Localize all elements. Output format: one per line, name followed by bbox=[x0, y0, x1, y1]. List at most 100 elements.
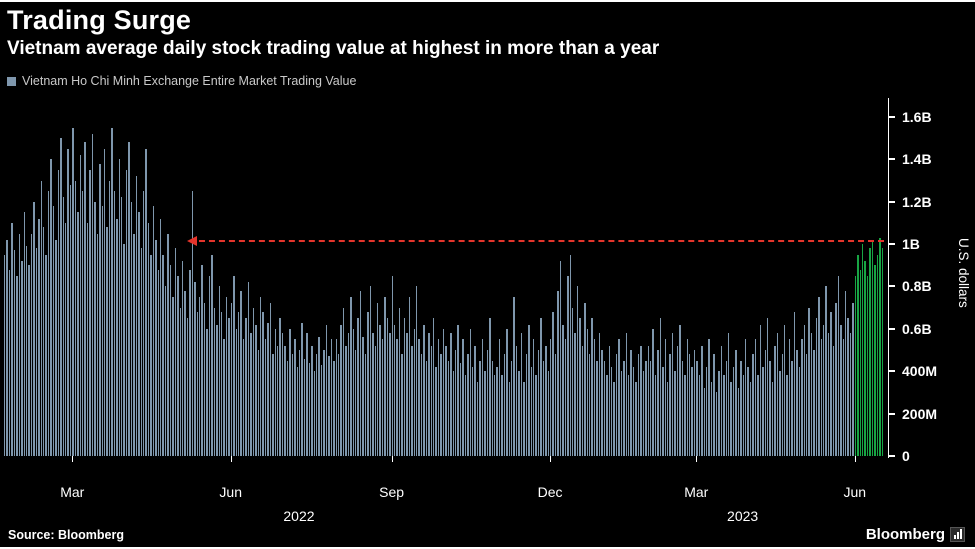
bar bbox=[116, 218, 118, 456]
bar bbox=[152, 205, 155, 456]
bar bbox=[747, 367, 749, 456]
bar bbox=[257, 350, 259, 456]
x-axis-month-label: Jun bbox=[219, 484, 242, 500]
bar bbox=[635, 381, 637, 456]
bar bbox=[776, 333, 779, 456]
bar bbox=[830, 311, 832, 456]
bar bbox=[701, 345, 703, 456]
bar bbox=[96, 233, 99, 456]
bar bbox=[852, 303, 854, 456]
bar bbox=[391, 275, 393, 456]
bar bbox=[133, 233, 135, 456]
bar bbox=[406, 333, 408, 456]
bar bbox=[82, 191, 84, 456]
bar bbox=[584, 303, 586, 456]
bar bbox=[801, 339, 803, 456]
bar bbox=[484, 371, 486, 456]
bar bbox=[111, 127, 113, 456]
x-axis-tick bbox=[391, 456, 393, 462]
bar bbox=[864, 261, 866, 456]
bar bbox=[625, 333, 627, 456]
bar bbox=[503, 354, 506, 456]
bar bbox=[418, 339, 420, 456]
bar bbox=[752, 354, 754, 456]
bar bbox=[693, 350, 696, 456]
bar bbox=[69, 184, 72, 456]
bar bbox=[30, 233, 33, 456]
bar bbox=[452, 371, 454, 456]
bar bbox=[569, 254, 571, 456]
bar bbox=[162, 254, 164, 456]
bar bbox=[784, 324, 786, 456]
bar bbox=[813, 350, 815, 456]
bar bbox=[713, 354, 715, 456]
bar bbox=[196, 311, 198, 456]
bar bbox=[62, 197, 64, 456]
y-axis-tick-label: 0.6B bbox=[902, 320, 932, 337]
bar bbox=[216, 324, 218, 456]
bar bbox=[67, 148, 69, 456]
bar bbox=[501, 375, 503, 456]
legend-label: Vietnam Ho Chi Minh Exchange Entire Mark… bbox=[22, 74, 357, 88]
bar bbox=[167, 233, 169, 456]
bar bbox=[403, 318, 406, 456]
bar bbox=[827, 333, 830, 456]
bar bbox=[147, 222, 150, 456]
bar bbox=[849, 333, 852, 456]
bar bbox=[211, 254, 213, 456]
bar bbox=[79, 155, 81, 456]
bar bbox=[364, 354, 367, 456]
y-axis-title: U.S. dollars bbox=[956, 238, 971, 308]
bar bbox=[515, 345, 518, 456]
bar bbox=[535, 375, 537, 456]
bar bbox=[233, 275, 235, 456]
bar bbox=[437, 339, 440, 456]
y-axis-tick bbox=[889, 455, 895, 457]
bar bbox=[345, 345, 347, 456]
bar bbox=[306, 333, 308, 456]
bar bbox=[710, 381, 713, 456]
bar bbox=[52, 205, 55, 456]
bar bbox=[94, 201, 96, 456]
bar bbox=[318, 337, 320, 456]
bar bbox=[108, 180, 111, 456]
bar bbox=[86, 222, 89, 456]
y-axis-tick bbox=[889, 370, 895, 373]
bar bbox=[60, 138, 62, 456]
bar bbox=[99, 163, 101, 456]
bar bbox=[184, 290, 186, 456]
bar bbox=[25, 246, 28, 456]
bar bbox=[703, 388, 705, 456]
bar bbox=[735, 350, 737, 456]
bar bbox=[430, 345, 432, 456]
bar bbox=[208, 275, 211, 456]
bar bbox=[598, 333, 601, 456]
bar bbox=[362, 337, 364, 456]
bar bbox=[844, 290, 847, 456]
bar bbox=[645, 360, 647, 456]
bar bbox=[350, 297, 352, 456]
bar bbox=[530, 367, 532, 456]
bar bbox=[696, 360, 698, 456]
bar bbox=[11, 222, 13, 456]
bar bbox=[89, 169, 91, 456]
bar bbox=[367, 311, 369, 456]
bar bbox=[837, 275, 840, 456]
bar bbox=[454, 350, 457, 456]
bar bbox=[203, 303, 206, 456]
bar bbox=[135, 176, 138, 456]
bar bbox=[854, 275, 857, 456]
y-axis-tick bbox=[889, 412, 895, 415]
bar bbox=[38, 218, 40, 456]
bar bbox=[194, 282, 196, 456]
bar bbox=[247, 282, 250, 456]
bar bbox=[762, 367, 764, 456]
bar bbox=[771, 381, 774, 456]
bar bbox=[818, 297, 820, 456]
bar bbox=[313, 371, 315, 456]
bar bbox=[498, 339, 501, 456]
bar bbox=[791, 360, 793, 456]
bar bbox=[779, 371, 781, 456]
bar bbox=[537, 350, 540, 456]
